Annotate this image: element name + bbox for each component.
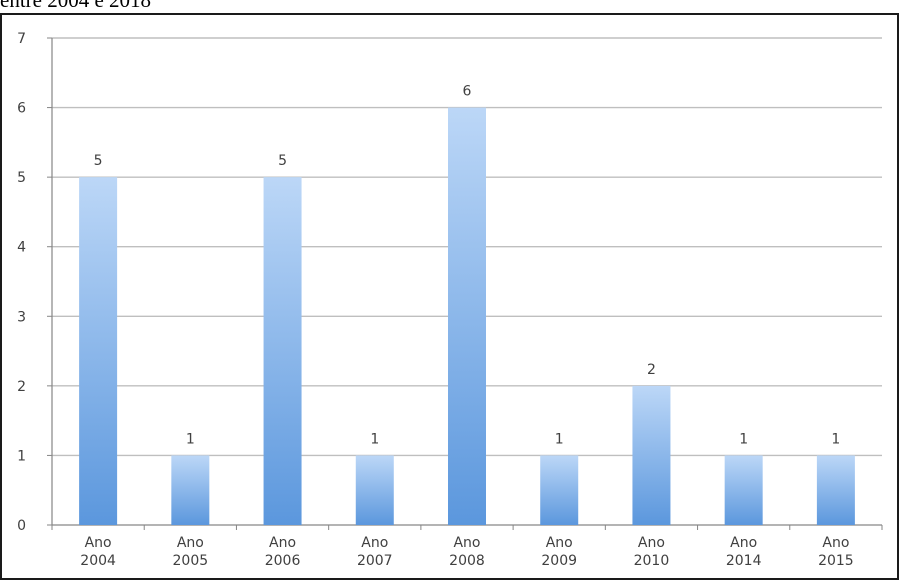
x-tick-label: 2005 xyxy=(173,553,209,569)
bar xyxy=(448,107,486,526)
y-tick-label: 6 xyxy=(17,101,26,117)
bar xyxy=(355,455,394,525)
x-tick-label: Ano xyxy=(453,535,480,551)
x-axis-ticks: Ano 2004 Ano 2005 Ano 2006 Ano 2007 Ano 2008 Ano 20… xyxy=(80,535,853,569)
x-tick-label: 2007 xyxy=(357,553,393,569)
data-labels: 5 1 5 1 6 1 2 1 1 xyxy=(94,84,841,448)
bars xyxy=(79,107,855,526)
x-tick-label: Ano xyxy=(269,535,296,551)
bar xyxy=(79,177,118,525)
data-label: 1 xyxy=(186,431,195,447)
x-tick-label: 2008 xyxy=(449,553,485,569)
data-label: 1 xyxy=(555,431,564,447)
bar xyxy=(263,177,302,525)
bar xyxy=(540,455,579,525)
x-tick-label: 2014 xyxy=(726,553,762,569)
y-axis-ticks: 0 1 2 3 4 5 6 7 xyxy=(17,31,26,534)
data-label: 6 xyxy=(463,84,472,100)
x-tick-label: 2006 xyxy=(265,553,301,569)
x-tick-label: Ano xyxy=(730,535,757,551)
data-label: 5 xyxy=(278,153,287,169)
x-tick-label: 2010 xyxy=(634,553,670,569)
y-tick-label: 2 xyxy=(17,379,26,395)
y-tick-label: 4 xyxy=(17,240,26,256)
y-tick-label: 7 xyxy=(17,31,26,47)
bar xyxy=(816,455,855,525)
y-tick-label: 5 xyxy=(17,170,26,186)
bar xyxy=(171,455,210,525)
x-tick-label: Ano xyxy=(546,535,573,551)
chart-caption: entre 2004 e 2018 xyxy=(0,0,152,12)
data-label: 2 xyxy=(647,362,656,378)
x-tick-label: Ano xyxy=(85,535,112,551)
x-tick-label: Ano xyxy=(638,535,665,551)
x-tick-label: 2004 xyxy=(80,553,116,569)
x-tick-label: Ano xyxy=(822,535,849,551)
x-tick-label: Ano xyxy=(361,535,388,551)
x-tick-label: 2009 xyxy=(541,553,577,569)
y-tick-label: 1 xyxy=(17,448,26,464)
data-label: 1 xyxy=(739,431,748,447)
x-tick-label: 2015 xyxy=(818,553,854,569)
data-label: 1 xyxy=(831,431,840,447)
data-label: 5 xyxy=(94,153,103,169)
x-tick-label: Ano xyxy=(177,535,204,551)
y-tick-label: 3 xyxy=(17,309,26,325)
bar xyxy=(632,385,671,525)
y-tick-label: 0 xyxy=(17,518,26,534)
bar-chart: 5 1 5 1 6 1 2 1 1 0 1 2 3 4 5 6 7 Ano 2004 Ano 2005 Ano 2006… xyxy=(17,31,883,569)
bar xyxy=(724,455,763,525)
chart-frame: 5 1 5 1 6 1 2 1 1 0 1 2 3 4 5 6 7 Ano 2004 Ano 2005 Ano 2006… xyxy=(0,13,899,580)
data-label: 1 xyxy=(370,431,379,447)
